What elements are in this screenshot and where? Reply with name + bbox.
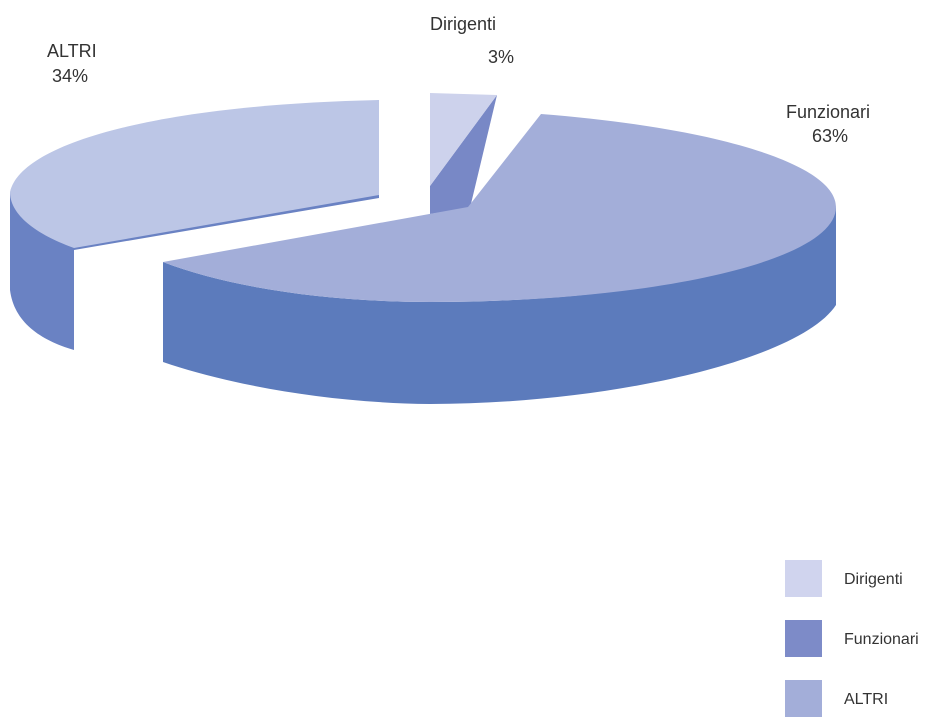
slice-dirigenti [430,93,497,214]
legend-label-dirigenti: Dirigenti [844,571,903,588]
label-altri-name: ALTRI [47,41,97,61]
label-altri-value: 34% [52,66,88,86]
legend: Dirigenti Funzionari ALTRI [785,560,919,717]
slice-altri-top [10,100,379,248]
legend-swatch-dirigenti [785,560,822,597]
label-dirigenti-value: 3% [488,47,514,67]
legend-swatch-funzionari [785,620,822,657]
slice-dirigenti-side [430,95,497,214]
label-dirigenti-name: Dirigenti [430,14,496,34]
slice-funzionari-top [163,114,836,302]
label-funzionari-value: 63% [812,126,848,146]
legend-label-funzionari: Funzionari [844,631,919,648]
legend-swatch-altri [785,680,822,717]
slice-dirigenti-top [430,93,497,186]
slice-funzionari [163,114,836,404]
legend-label-altri: ALTRI [844,691,888,708]
slice-altri [10,100,379,350]
label-funzionari-name: Funzionari [786,102,870,122]
slice-funzionari-side [163,207,836,404]
